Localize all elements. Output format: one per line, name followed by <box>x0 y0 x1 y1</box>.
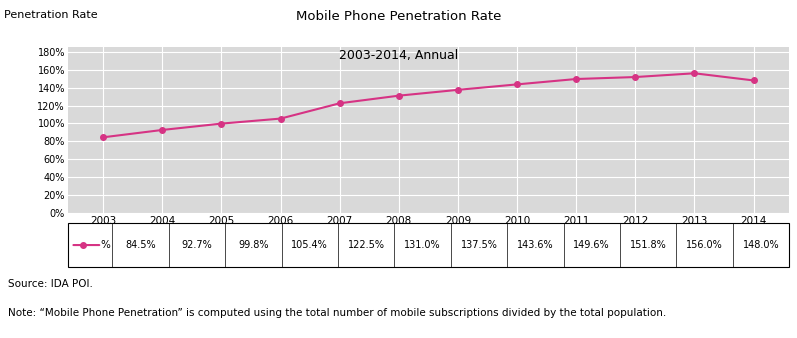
Text: 149.6%: 149.6% <box>573 240 610 250</box>
Text: 151.8%: 151.8% <box>630 240 666 250</box>
Text: 143.6%: 143.6% <box>517 240 554 250</box>
Text: 156.0%: 156.0% <box>686 240 723 250</box>
Text: Source: IDA POI.: Source: IDA POI. <box>8 279 92 289</box>
Text: 122.5%: 122.5% <box>347 240 385 250</box>
Text: Note: “Mobile Phone Penetration” is computed using the total number of mobile su: Note: “Mobile Phone Penetration” is comp… <box>8 308 666 318</box>
Text: 148.0%: 148.0% <box>743 240 779 250</box>
Text: 92.7%: 92.7% <box>182 240 213 250</box>
Text: Mobile Phone Penetration Rate: Mobile Phone Penetration Rate <box>296 10 501 23</box>
Text: 137.5%: 137.5% <box>461 240 497 250</box>
Text: 99.8%: 99.8% <box>238 240 269 250</box>
Text: 2003-2014, Annual: 2003-2014, Annual <box>339 49 458 62</box>
Text: 131.0%: 131.0% <box>404 240 441 250</box>
Text: 105.4%: 105.4% <box>292 240 328 250</box>
Text: %: % <box>100 240 110 250</box>
Text: 84.5%: 84.5% <box>125 240 156 250</box>
Text: Penetration Rate: Penetration Rate <box>4 10 97 20</box>
